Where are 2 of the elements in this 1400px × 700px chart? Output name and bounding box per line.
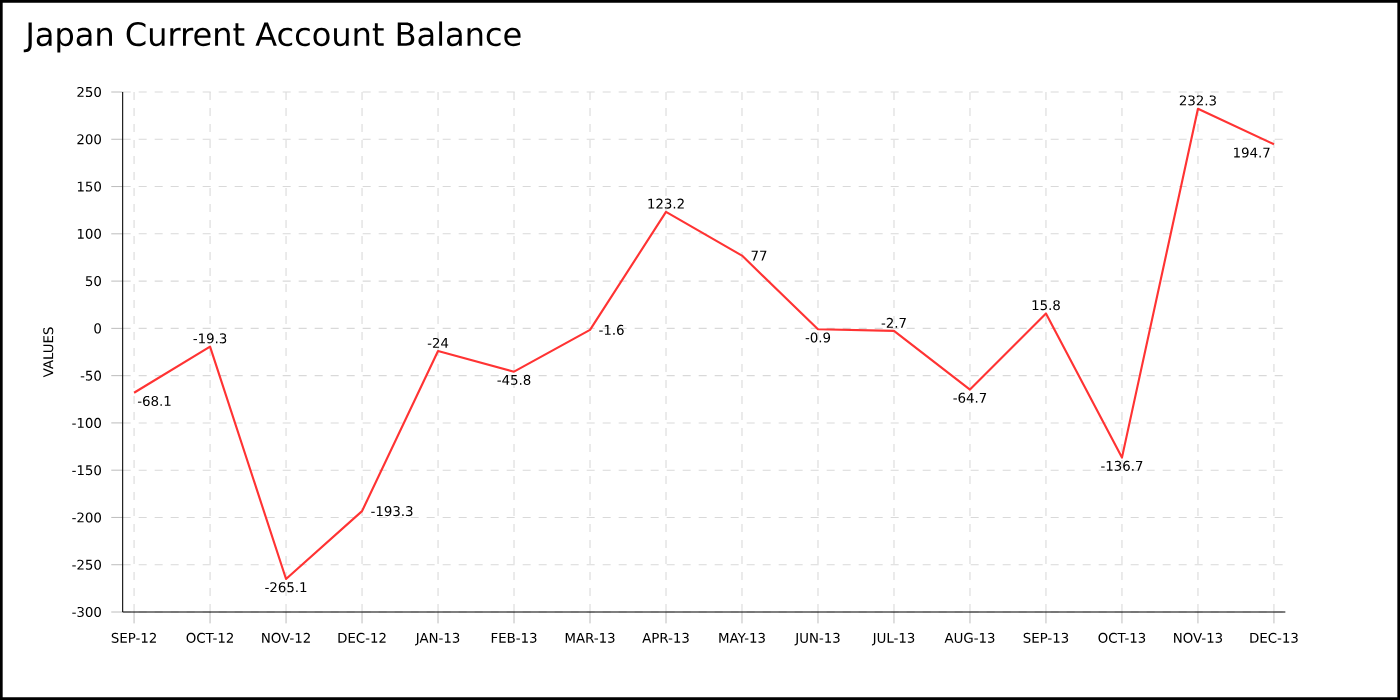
line-series <box>132 107 1276 581</box>
chart-title: Japan Current Account Balance <box>23 21 521 53</box>
